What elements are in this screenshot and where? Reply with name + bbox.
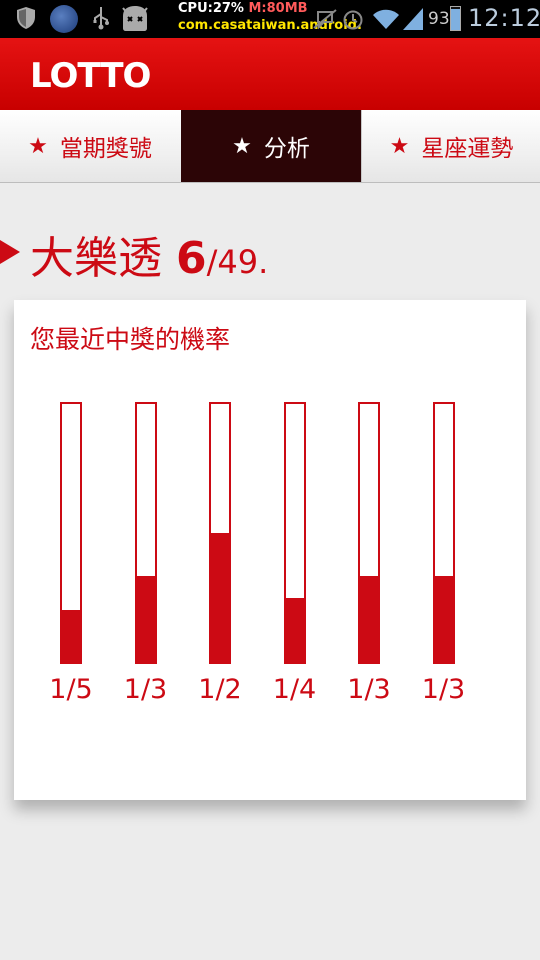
probability-bar	[134, 402, 157, 664]
probability-bar-fill	[434, 576, 453, 662]
clock: 12:12	[468, 4, 540, 32]
game-pool: /49.	[206, 243, 269, 281]
battery-percent: 93	[428, 9, 450, 29]
probability-label: 1/3	[123, 674, 168, 705]
probability-bar	[432, 402, 455, 664]
probability-label: 1/4	[272, 674, 317, 705]
app-title: LOTTO	[30, 56, 151, 96]
cpu-memory-readout: CPU:27% M:80MB	[178, 1, 308, 16]
memory-label: M:80MB	[248, 1, 308, 16]
card-title: 您最近中獎的機率	[30, 325, 231, 354]
game-name: 大樂透	[30, 233, 162, 284]
heading-arrow-icon	[0, 240, 20, 264]
battery-level	[451, 8, 460, 30]
wifi-icon	[373, 9, 399, 29]
tab-bar: ★ 當期獎號 ★ 分析 ★ 星座運勢	[0, 110, 540, 183]
tab-current-numbers[interactable]: ★ 當期獎號	[0, 110, 180, 182]
android-icon	[122, 6, 148, 31]
probability-label: 1/3	[421, 674, 466, 705]
probability-bar-fill	[285, 597, 304, 662]
signal-icon	[403, 8, 423, 30]
usb-icon	[93, 7, 109, 30]
star-icon: ★	[28, 133, 48, 159]
probability-label: 1/3	[347, 674, 391, 705]
alarm-icon	[343, 10, 363, 30]
probability-bar	[60, 402, 82, 664]
probability-label: 1/2	[198, 674, 242, 705]
tab-label: 星座運勢	[421, 136, 514, 162]
star-icon: ★	[389, 133, 410, 159]
cpu-label: CPU:27%	[178, 1, 244, 16]
probability-label: 1/5	[49, 674, 93, 705]
tab-label: 分析	[263, 136, 310, 162]
tab-label: 當期獎號	[59, 136, 152, 162]
probability-bar	[209, 402, 231, 664]
tab-horoscope[interactable]: ★ 星座運勢	[361, 110, 540, 182]
probability-bar-fill	[211, 533, 229, 662]
probability-bar	[358, 402, 380, 664]
shield-icon	[17, 7, 35, 29]
probability-bar	[283, 402, 306, 664]
probability-bar-fill	[62, 610, 80, 662]
tab-analysis[interactable]: ★ 分析	[181, 110, 361, 182]
star-icon: ★	[232, 133, 252, 159]
app-bar: LOTTO	[0, 38, 540, 110]
battery-icon	[450, 6, 461, 31]
package-label: com.casataiwan.android.	[178, 18, 362, 33]
status-bar: CPU:27% M:80MB com.casataiwan.android. 9…	[0, 0, 540, 38]
game-pick: 6	[176, 233, 207, 284]
probability-card: 您最近中獎的機率 1/5 1/3 1/2 1/4 1/3 1/3	[14, 300, 526, 800]
globe-icon	[50, 5, 78, 33]
notification-muted-icon	[313, 9, 337, 30]
probability-bar-fill	[360, 576, 378, 662]
page-title: 大樂透 6/49.	[30, 222, 268, 286]
probability-bar-fill	[136, 576, 155, 662]
